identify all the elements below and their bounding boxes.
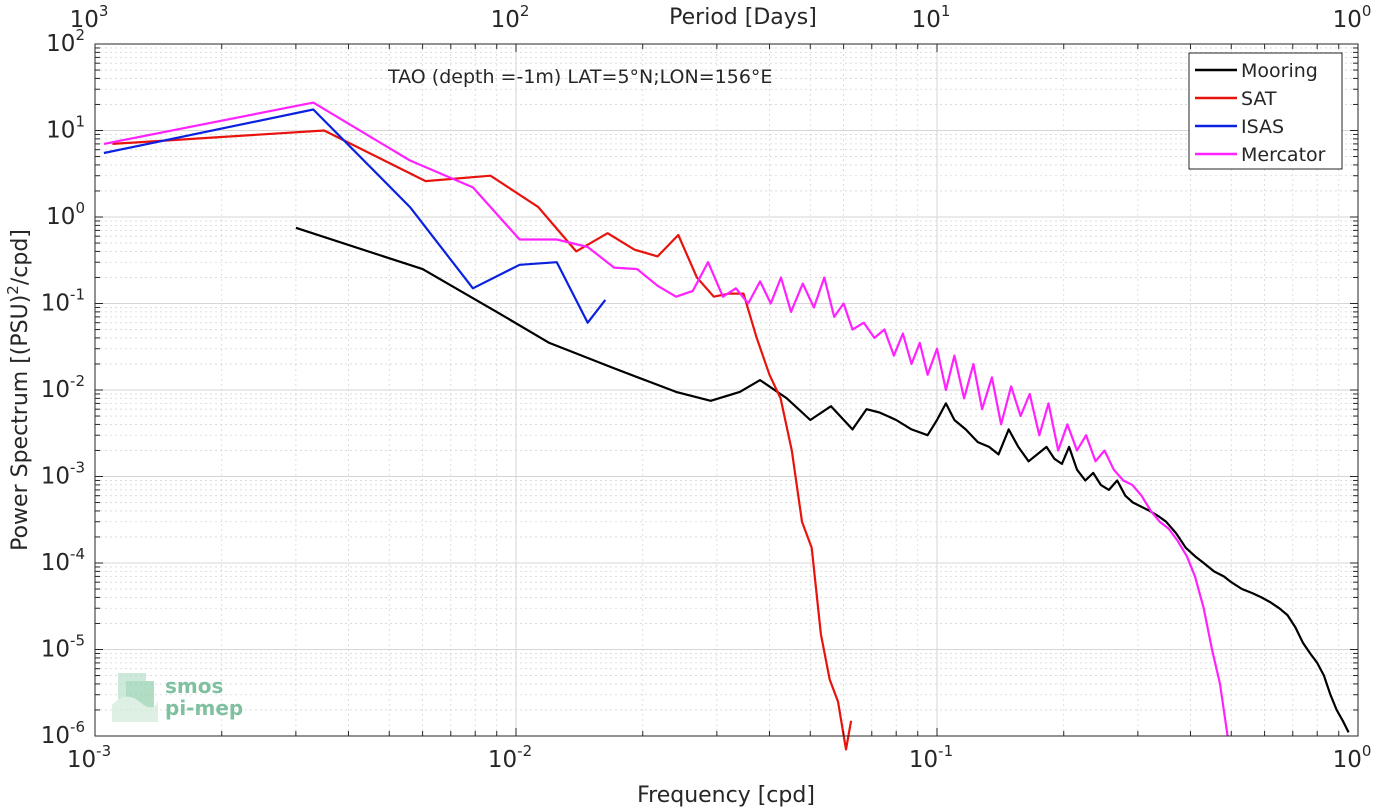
y-tick-label-base: 10 xyxy=(46,204,75,230)
legend-label-isas: ISAS xyxy=(1241,116,1284,138)
y-tick-label: 10-6 xyxy=(41,718,85,749)
y-tick-label-base: 10 xyxy=(41,637,70,663)
y-axis-label-main: Power Spectrum [(PSU) xyxy=(8,295,33,551)
legend-label-mooring: Mooring xyxy=(1241,60,1318,82)
logo-icon xyxy=(112,673,158,722)
top-tick-label: 100 xyxy=(1333,2,1372,33)
top-tick-label-exponent: 3 xyxy=(99,2,109,20)
x-tick-label-base: 10 xyxy=(67,747,96,773)
top-tick-label-exponent: 0 xyxy=(1362,2,1372,20)
x-tick-label: 10-1 xyxy=(909,742,953,773)
grid xyxy=(94,44,1358,737)
y-tick-label-exponent: -6 xyxy=(70,718,85,736)
y-tick-label-base: 10 xyxy=(41,723,70,749)
y-tick-label: 10-3 xyxy=(41,459,85,490)
x-tick-label-exponent: -2 xyxy=(517,742,532,760)
y-axis-label-sup: 2 xyxy=(4,285,22,295)
y-tick-label-base: 10 xyxy=(46,118,75,144)
x-tick-label: 100 xyxy=(1333,742,1372,773)
legend: Mooring SAT ISAS Mercator xyxy=(1188,52,1343,170)
y-tick-label: 100 xyxy=(46,199,85,230)
y-tick-label: 101 xyxy=(46,113,85,144)
series-lines xyxy=(103,101,1350,751)
smos-pi-mep-logo: smos pi-mep xyxy=(112,673,243,722)
top-tick-label-exponent: 2 xyxy=(520,2,530,20)
x-tick-label-base: 10 xyxy=(909,747,938,773)
y-tick-label-exponent: 2 xyxy=(75,26,85,44)
y-tick-label-exponent: -4 xyxy=(70,545,85,563)
top-axis-label: Period [Days] xyxy=(669,5,817,30)
top-tick-label-base: 10 xyxy=(912,7,941,33)
x-axis-label: Frequency [cpd] xyxy=(637,783,815,808)
legend-label-mercator: Mercator xyxy=(1241,144,1326,166)
x-tick-label-base: 10 xyxy=(488,747,517,773)
x-tick-label: 10-3 xyxy=(67,742,111,773)
legend-box xyxy=(1188,52,1343,170)
y-axis-label: Power Spectrum [(PSU)2/cpd] xyxy=(4,229,33,551)
x-tick-label-exponent: -1 xyxy=(938,742,953,760)
y-axis-label-tail: /cpd] xyxy=(8,229,33,285)
logo-line-2: pi-mep xyxy=(165,696,243,720)
x-tick-label-exponent: 0 xyxy=(1362,742,1372,760)
logo-line-1: smos xyxy=(165,674,223,698)
x-tick-label: 10-2 xyxy=(488,742,532,773)
y-tick-label-exponent: 0 xyxy=(75,199,85,217)
top-tick-label: 102 xyxy=(491,2,530,33)
series-line-mercator xyxy=(103,101,1229,737)
series-line-mooring xyxy=(295,226,1350,733)
y-tick-label-exponent: 1 xyxy=(75,113,85,131)
chart-annotation: TAO (depth =-1m) LAT=5°N;LON=156°E xyxy=(387,66,772,88)
y-tick-label: 10-2 xyxy=(41,372,85,403)
top-tick-label-base: 10 xyxy=(491,7,520,33)
y-tick-label-exponent: -5 xyxy=(70,632,85,650)
top-tick-label-exponent: 1 xyxy=(941,2,951,20)
series-line-isas xyxy=(103,108,607,324)
y-tick-label: 10-4 xyxy=(41,545,85,576)
y-tick-label: 102 xyxy=(46,26,85,57)
y-tick-label: 10-5 xyxy=(41,632,85,663)
top-tick-label-base: 10 xyxy=(1333,7,1362,33)
y-tick-label-base: 10 xyxy=(41,377,70,403)
y-tick-label-base: 10 xyxy=(41,550,70,576)
legend-label-sat: SAT xyxy=(1241,88,1277,110)
ticks: 10-3 10-2 10-1 10010-610-510-410-310-210-11… xyxy=(41,2,1372,773)
y-tick-label-exponent: -1 xyxy=(70,286,85,304)
y-tick-label-exponent: -3 xyxy=(70,459,85,477)
y-tick-label-base: 10 xyxy=(41,291,70,317)
x-tick-label-exponent: -3 xyxy=(96,742,111,760)
x-tick-label-base: 10 xyxy=(1333,747,1362,773)
top-tick-label: 101 xyxy=(912,2,951,33)
y-tick-label: 10-1 xyxy=(41,286,85,317)
y-tick-label-base: 10 xyxy=(46,31,75,57)
y-tick-label-exponent: -2 xyxy=(70,372,85,390)
y-tick-label-base: 10 xyxy=(41,464,70,490)
top-tick-label-base: 10 xyxy=(70,7,99,33)
top-tick-label: 103 xyxy=(70,2,109,33)
